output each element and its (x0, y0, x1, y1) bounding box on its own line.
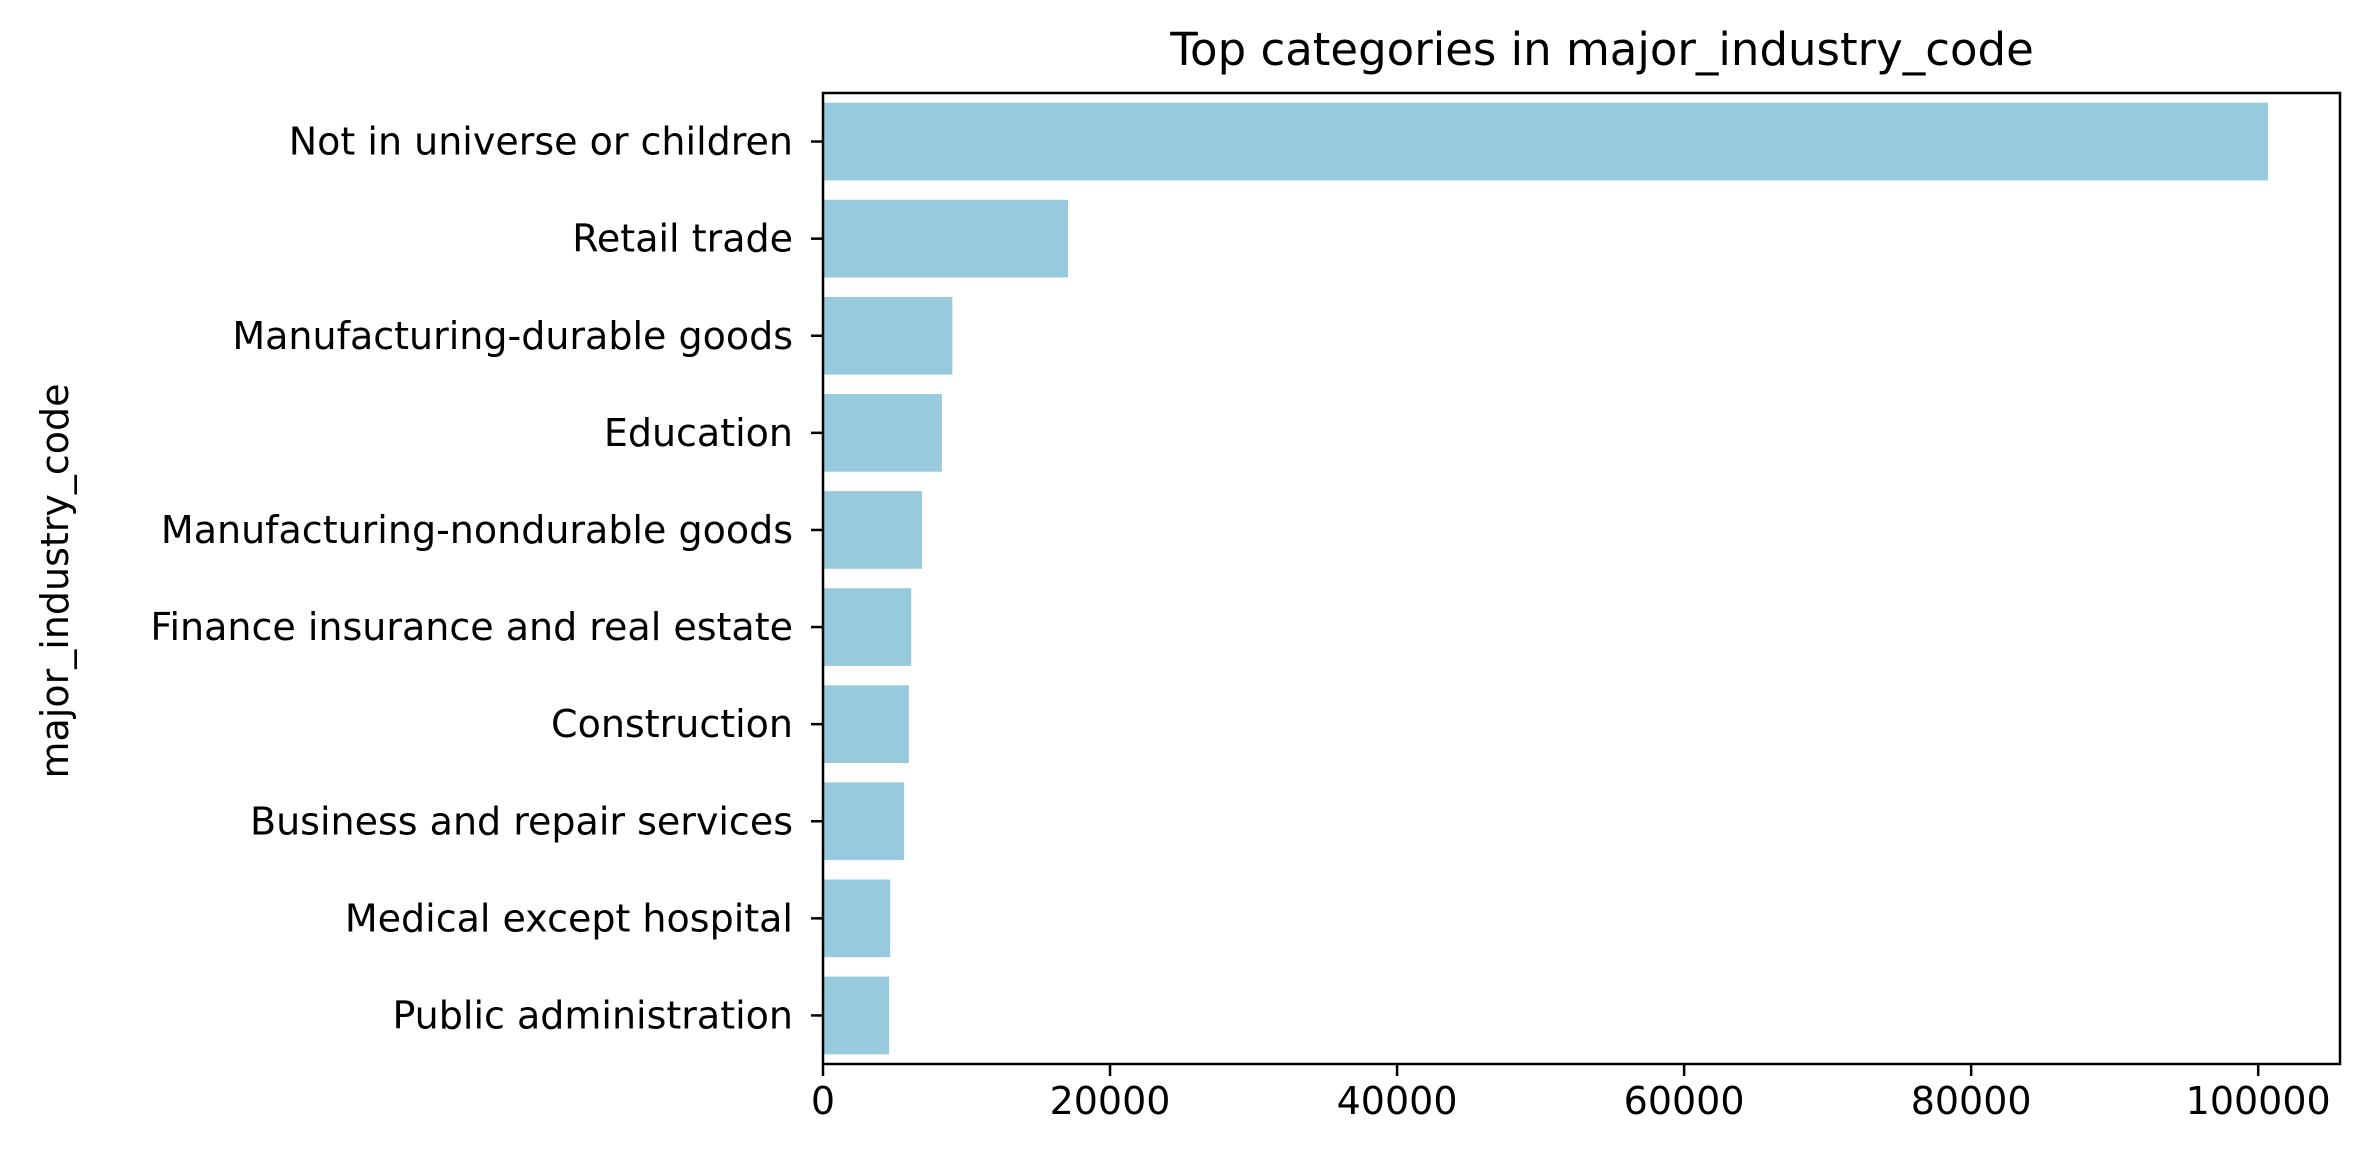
y-axis-label: major_industry_code (33, 383, 77, 778)
x-ticks-group: 0 20000 40000 60000 80000 100000 (811, 1064, 2331, 1123)
bar (823, 782, 905, 861)
bar (823, 976, 890, 1055)
bar (823, 199, 1068, 278)
y-tick-label: Retail trade (572, 217, 793, 261)
bar (823, 296, 953, 375)
y-tick-label: Public administration (392, 993, 793, 1037)
y-tick-label: Manufacturing-durable goods (232, 314, 793, 358)
bar (823, 102, 2269, 181)
x-tick-label: 20000 (1050, 1079, 1171, 1123)
y-tick-label: Medical except hospital (345, 896, 793, 940)
y-tick-label: Business and repair services (250, 799, 793, 843)
y-tick-label: Manufacturing-nondurable goods (161, 508, 793, 552)
x-tick-label: 100000 (2186, 1079, 2331, 1123)
x-tick-label: 0 (811, 1079, 835, 1123)
chart-title: Top categories in major_industry_code (1169, 23, 2034, 76)
bar (823, 491, 922, 569)
bar (823, 685, 909, 763)
bars-group (823, 102, 2269, 1055)
y-ticks-group: Not in universe or children Retail trade M… (150, 120, 823, 1037)
bar (823, 588, 912, 666)
x-tick-label: 40000 (1337, 1079, 1458, 1123)
x-tick-label: 80000 (1911, 1079, 2032, 1123)
x-tick-label: 60000 (1624, 1079, 1745, 1123)
y-tick-label: Construction (551, 702, 793, 746)
plot-frame (821, 91, 2342, 1066)
bar (823, 394, 942, 472)
y-tick-label: Not in universe or children (289, 120, 793, 164)
bar (823, 879, 891, 958)
y-tick-label: Education (604, 411, 793, 455)
y-tick-label: Finance insurance and real estate (150, 605, 793, 649)
